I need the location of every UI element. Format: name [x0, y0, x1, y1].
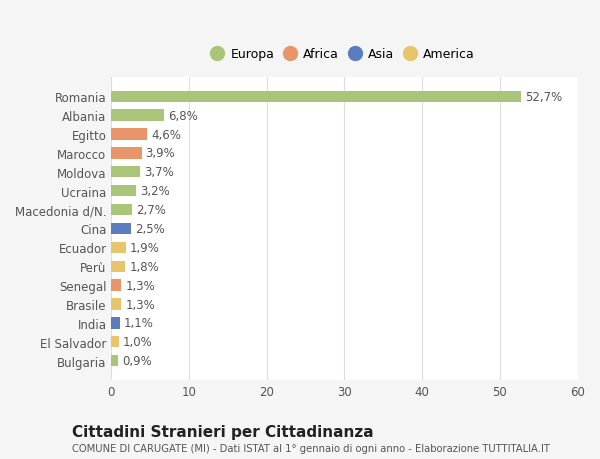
Text: 2,7%: 2,7% — [136, 204, 166, 217]
Text: Cittadini Stranieri per Cittadinanza: Cittadini Stranieri per Cittadinanza — [72, 425, 374, 440]
Text: 1,3%: 1,3% — [125, 298, 155, 311]
Text: COMUNE DI CARUGATE (MI) - Dati ISTAT al 1° gennaio di ogni anno - Elaborazione T: COMUNE DI CARUGATE (MI) - Dati ISTAT al … — [72, 443, 550, 453]
Text: 1,3%: 1,3% — [125, 279, 155, 292]
Text: 52,7%: 52,7% — [525, 90, 562, 104]
Bar — [112, 91, 521, 103]
Text: 6,8%: 6,8% — [168, 109, 198, 123]
Text: 0,9%: 0,9% — [122, 354, 152, 367]
Bar — [112, 167, 140, 178]
Text: 3,7%: 3,7% — [144, 166, 174, 179]
Text: 1,0%: 1,0% — [123, 336, 153, 348]
Bar — [112, 261, 125, 272]
Bar — [112, 299, 121, 310]
Bar — [112, 204, 133, 216]
Text: 2,5%: 2,5% — [134, 223, 164, 235]
Bar — [112, 129, 147, 140]
Text: 1,9%: 1,9% — [130, 241, 160, 254]
Bar — [112, 280, 121, 291]
Bar — [112, 336, 119, 348]
Bar — [112, 110, 164, 122]
Text: 1,8%: 1,8% — [129, 260, 159, 273]
Bar — [112, 242, 126, 253]
Text: 1,1%: 1,1% — [124, 317, 154, 330]
Legend: Europa, Africa, Asia, America: Europa, Africa, Asia, America — [211, 45, 478, 65]
Bar — [112, 148, 142, 159]
Text: 4,6%: 4,6% — [151, 128, 181, 141]
Bar — [112, 185, 136, 197]
Bar — [112, 224, 131, 235]
Text: 3,9%: 3,9% — [146, 147, 175, 160]
Text: 3,2%: 3,2% — [140, 185, 170, 198]
Bar — [112, 318, 120, 329]
Bar — [112, 355, 118, 367]
